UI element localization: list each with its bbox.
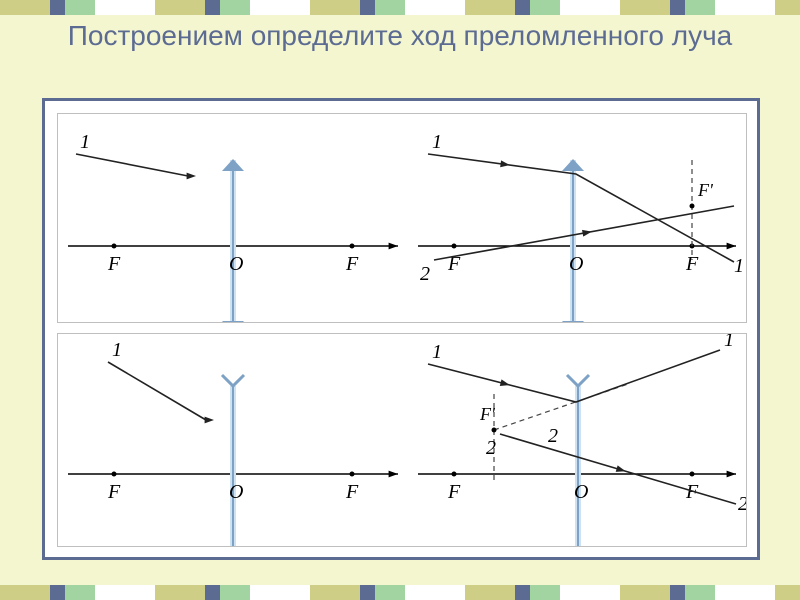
- svg-text:2: 2: [548, 425, 558, 447]
- svg-text:F: F: [107, 253, 121, 275]
- svg-text:1: 1: [112, 339, 122, 361]
- svg-text:O: O: [229, 253, 243, 275]
- svg-text:F: F: [345, 253, 359, 275]
- svg-text:F': F': [697, 180, 714, 200]
- page-title: Построением определите ход преломленного…: [0, 20, 800, 52]
- bottom-border-bar: [0, 585, 800, 600]
- svg-text:1: 1: [80, 131, 90, 153]
- svg-text:1: 1: [432, 131, 442, 153]
- panel-top: FFO1FFO112F': [57, 113, 747, 323]
- svg-text:2: 2: [486, 437, 496, 459]
- diagram-bottom-svg: FFO1FFO11222F': [58, 334, 746, 546]
- panel-bottom: FFO1FFO11222F': [57, 333, 747, 547]
- svg-text:1: 1: [734, 255, 744, 277]
- svg-text:2: 2: [738, 493, 746, 515]
- svg-text:F: F: [345, 481, 359, 503]
- svg-text:2: 2: [420, 263, 430, 285]
- diagram-top-svg: FFO1FFO112F': [58, 114, 746, 322]
- svg-text:O: O: [574, 481, 588, 503]
- svg-text:O: O: [569, 253, 583, 275]
- top-border-bar: [0, 0, 800, 15]
- svg-text:1: 1: [724, 334, 734, 351]
- svg-text:1: 1: [432, 341, 442, 363]
- svg-text:F': F': [479, 404, 496, 424]
- svg-text:F: F: [107, 481, 121, 503]
- svg-text:F: F: [685, 253, 699, 275]
- svg-text:F: F: [447, 481, 461, 503]
- svg-text:O: O: [229, 481, 243, 503]
- diagram-frame: FFO1FFO112F' FFO1FFO11222F': [42, 98, 760, 560]
